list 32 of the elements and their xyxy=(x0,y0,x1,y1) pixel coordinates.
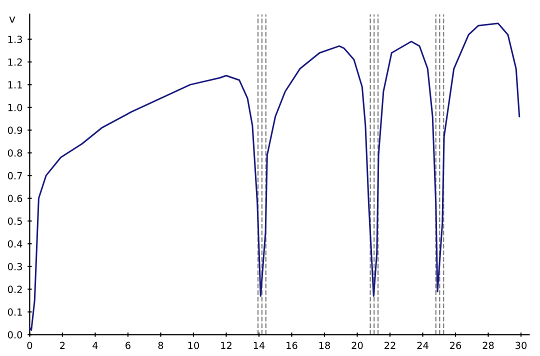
line-series xyxy=(30,22,520,331)
y-tick-label: 0.0 xyxy=(8,331,22,338)
y-tick-label: 0.6 xyxy=(8,194,22,202)
y-tick-label: 0.9 xyxy=(8,126,22,134)
y-tick-label: 0.7 xyxy=(8,172,22,180)
x-tick-label: 6 xyxy=(126,342,130,350)
x-tick-label: 26 xyxy=(450,342,462,350)
x-tick-label: 16 xyxy=(286,342,298,350)
y-tick-label: 0.2 xyxy=(8,286,22,294)
x-tick-label: 10 xyxy=(188,342,200,350)
x-tick-label: 20 xyxy=(352,342,363,350)
x-tick-label: 12 xyxy=(221,342,232,349)
y-tick-label: 0.3 xyxy=(8,262,22,270)
x-tick-label: 22 xyxy=(384,342,396,349)
y-tick-label: 0.4 xyxy=(8,240,22,248)
x-tick-label: 2 xyxy=(60,342,65,349)
x-tick-label: 18 xyxy=(319,342,330,350)
x-tick-label: 28 xyxy=(482,342,494,350)
x-tick-label: 8 xyxy=(158,342,164,350)
y-tick-label: 1.3 xyxy=(8,36,22,44)
y-tick-label: 1.0 xyxy=(8,104,22,112)
x-tick-label: 30 xyxy=(516,342,527,350)
y-axis-title: v xyxy=(9,16,16,23)
x-tick-label: 24 xyxy=(417,342,428,349)
x-tick-label: 14 xyxy=(254,342,265,349)
y-tick-label: 0.1 xyxy=(8,308,22,316)
x-tick-label: 4 xyxy=(92,342,98,349)
x-tick-label: 0 xyxy=(27,342,32,350)
y-tick-label: 0.8 xyxy=(8,149,22,157)
y-tick-label: 1.1 xyxy=(8,81,22,88)
y-tick-label: 1.2 xyxy=(8,58,22,66)
y-tick-label: 0.5 xyxy=(8,218,22,225)
